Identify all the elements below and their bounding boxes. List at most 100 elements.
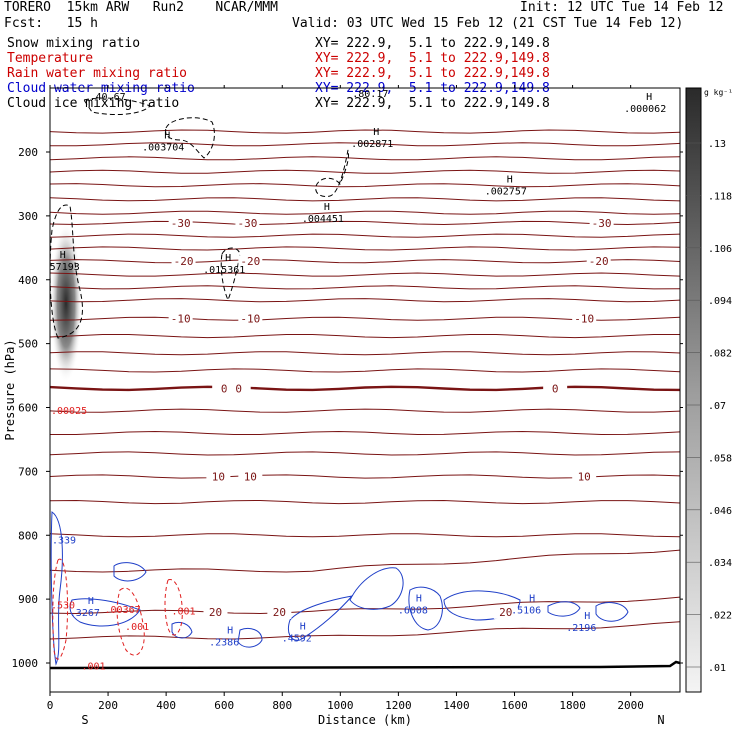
x-tick-label: 1800 <box>559 699 586 712</box>
isotherm-label-bg <box>493 605 518 619</box>
colorbar-tick-label: .13 <box>708 139 726 150</box>
x-tick-label: 1000 <box>327 699 354 712</box>
isotherm-label-bg <box>203 605 228 619</box>
snow-max-value: .002871 <box>351 139 393 150</box>
colorbar-tick-label: .082 <box>708 349 732 360</box>
cloud-water-h: H <box>88 596 94 607</box>
cloud-water-value: .4592 <box>282 634 312 645</box>
colorbar-tick-label: .046 <box>708 506 732 517</box>
forecast-hour: Fcst: 15 h <box>4 16 98 31</box>
rain-value: .001 <box>125 622 149 633</box>
x-axis-title: Distance (km) <box>318 713 412 727</box>
x-tick-label: 1400 <box>443 699 470 712</box>
y-tick-label: 400 <box>18 274 38 287</box>
isotherm-line <box>50 272 680 277</box>
isotherm-label-bg <box>238 470 263 484</box>
isotherm-label: 20 <box>209 606 222 619</box>
ice-value: .80.17 <box>352 89 388 100</box>
rain-value: .00367 <box>105 605 141 616</box>
isotherm-line <box>50 368 680 373</box>
cloud-water-h: H <box>529 594 535 605</box>
isotherm-label: -20 <box>174 255 194 268</box>
cloud-water-h: H <box>227 626 233 637</box>
cloud-water-value: .6008 <box>398 606 428 617</box>
axes: 0 200 400 600 800 1000 1200 1400 1600 1800 2000200… <box>3 85 683 727</box>
valid-time: Valid: 03 UTC Wed 15 Feb 12 (21 CST Tue … <box>292 16 684 31</box>
terrain <box>50 660 680 670</box>
y-tick-label: 1000 <box>12 657 39 670</box>
cloud-water-h: H <box>416 594 422 605</box>
isotherm-label: 20 <box>273 606 286 619</box>
cloud-water-h: H <box>584 611 590 622</box>
isotherm-line <box>50 385 680 392</box>
rain-contours <box>52 558 183 660</box>
colorbar-tick-label: .106 <box>708 244 732 255</box>
snow-max-h: H <box>60 250 66 261</box>
snow-max-value: .015361 <box>203 265 245 276</box>
isotherm-label-bg <box>589 216 614 230</box>
field-xy-rain: XY= 222.9, 5.1 to 222.9,149.8 <box>315 66 550 81</box>
y-tick-label: 200 <box>18 146 38 159</box>
isotherm-label: 20 <box>499 606 512 619</box>
colorbar-tick-label: .01 <box>708 663 726 674</box>
isotherm-label-bg <box>586 255 611 269</box>
isotherm-label: -20 <box>240 255 260 268</box>
isotherm-line <box>50 351 680 356</box>
isotherm-line <box>50 499 680 505</box>
isotherm-label-bg <box>226 382 251 396</box>
isotherm-line <box>50 451 680 456</box>
isotherm-line <box>50 183 680 188</box>
cloud-water-value: .2386 <box>209 638 239 649</box>
snow-shading <box>50 223 82 383</box>
x-tick-label: 400 <box>156 699 176 712</box>
field-xy-cloud-ice: XY= 222.9, 5.1 to 222.9,149.8 <box>315 96 550 111</box>
cloud-water-value: .2196 <box>566 623 596 634</box>
x-end-label-north: N <box>657 713 664 727</box>
header: TORERO 15km ARW Run2 NCAR/MMM Init: 12 U… <box>0 0 740 111</box>
cloud-water-value: .5106 <box>511 606 541 617</box>
field-xy-temperature: XY= 222.9, 5.1 to 222.9,149.8 <box>315 51 550 66</box>
rain-value: .001 <box>172 606 196 617</box>
snow-max-value: .003704 <box>142 142 184 153</box>
y-tick-label: 600 <box>18 402 38 415</box>
isotherm-label: 0 <box>235 382 242 395</box>
isotherm-line <box>50 210 680 215</box>
snow-max-value: .000062 <box>624 104 666 115</box>
snow-max-value: .004451 <box>302 214 344 225</box>
snow-max-value: .002757 <box>485 186 527 197</box>
isotherm-line <box>50 233 680 238</box>
x-tick-label: 2000 <box>617 699 644 712</box>
colorbar-tick-label: .058 <box>708 453 732 464</box>
isotherm-line <box>50 169 680 174</box>
x-tick-label: 1600 <box>501 699 528 712</box>
snow-max-value: .057193 <box>38 262 80 273</box>
isotherm-label-bg <box>572 470 597 484</box>
colorbar: .13 .118 .106 .094 .082 .07 .058 .046 .034 .022 .0… <box>685 87 733 693</box>
colorbar-tick-label: .118 <box>708 191 732 202</box>
isotherm-label: -30 <box>171 217 191 230</box>
ice-value: .40.67 <box>90 92 126 103</box>
snow-max-h: H <box>225 253 231 264</box>
isotherm-line <box>50 129 680 134</box>
isotherm-label: 10 <box>212 470 225 483</box>
colorbar-tick-label: .094 <box>708 296 732 307</box>
isotherm-line <box>50 142 680 147</box>
isotherm-label-bg <box>543 382 568 396</box>
colorbar-units: g kg⁻¹ <box>704 88 733 97</box>
snow-max-h: H <box>373 127 379 138</box>
colorbar-gradient <box>685 87 702 693</box>
field-name-rain: Rain water mixing ratio <box>7 66 188 81</box>
isotherm-label-bg <box>238 255 263 269</box>
field-name-snow: Snow mixing ratio <box>7 36 141 51</box>
isotherm-label: 10 <box>578 470 591 483</box>
field-xy-snow: XY= 222.9, 5.1 to 222.9,149.8 <box>315 36 550 51</box>
isotherm-label: 0 <box>552 382 559 395</box>
x-tick-label: 200 <box>98 699 118 712</box>
colorbar-tick-label: .022 <box>708 611 732 622</box>
plot-frame <box>49 87 681 693</box>
x-tick-label: 600 <box>214 699 234 712</box>
y-tick-label: 900 <box>18 593 38 606</box>
